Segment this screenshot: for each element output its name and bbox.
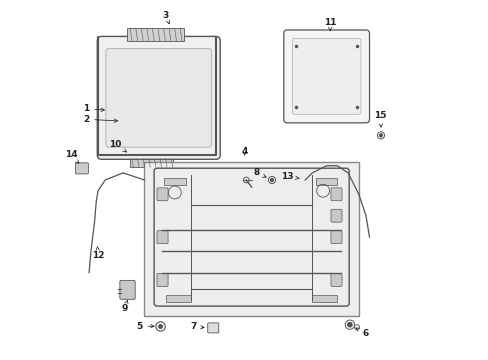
Text: 14: 14 <box>64 150 79 163</box>
FancyBboxPatch shape <box>106 49 211 147</box>
Text: 11: 11 <box>324 18 336 31</box>
FancyBboxPatch shape <box>157 274 168 287</box>
Text: 9: 9 <box>122 301 128 313</box>
FancyBboxPatch shape <box>157 188 168 201</box>
Text: 2: 2 <box>82 115 118 124</box>
Text: 6: 6 <box>355 328 368 338</box>
FancyBboxPatch shape <box>207 323 218 333</box>
Bar <box>130 158 173 167</box>
FancyBboxPatch shape <box>330 274 341 287</box>
Circle shape <box>347 323 351 327</box>
FancyBboxPatch shape <box>330 231 341 244</box>
FancyBboxPatch shape <box>330 209 341 222</box>
Text: 12: 12 <box>92 247 104 260</box>
Text: 8: 8 <box>253 168 265 177</box>
FancyBboxPatch shape <box>330 188 341 201</box>
Bar <box>312 296 337 302</box>
FancyBboxPatch shape <box>292 39 360 114</box>
Text: 10: 10 <box>109 140 126 152</box>
Circle shape <box>270 179 273 181</box>
Text: 7: 7 <box>189 322 203 331</box>
Bar <box>165 296 190 302</box>
Text: 4: 4 <box>241 147 247 156</box>
FancyBboxPatch shape <box>283 30 369 123</box>
Bar <box>164 178 185 185</box>
FancyBboxPatch shape <box>97 36 220 159</box>
Text: 13: 13 <box>281 172 299 181</box>
Text: 1: 1 <box>82 104 104 113</box>
Text: 5: 5 <box>136 322 154 331</box>
Bar <box>126 28 183 41</box>
Text: 15: 15 <box>373 111 386 127</box>
Bar <box>315 178 337 185</box>
FancyBboxPatch shape <box>120 280 135 299</box>
FancyBboxPatch shape <box>75 163 88 174</box>
FancyBboxPatch shape <box>157 231 168 244</box>
Text: 3: 3 <box>163 11 169 24</box>
Bar <box>144 162 358 316</box>
Circle shape <box>379 134 382 137</box>
Circle shape <box>158 324 163 329</box>
